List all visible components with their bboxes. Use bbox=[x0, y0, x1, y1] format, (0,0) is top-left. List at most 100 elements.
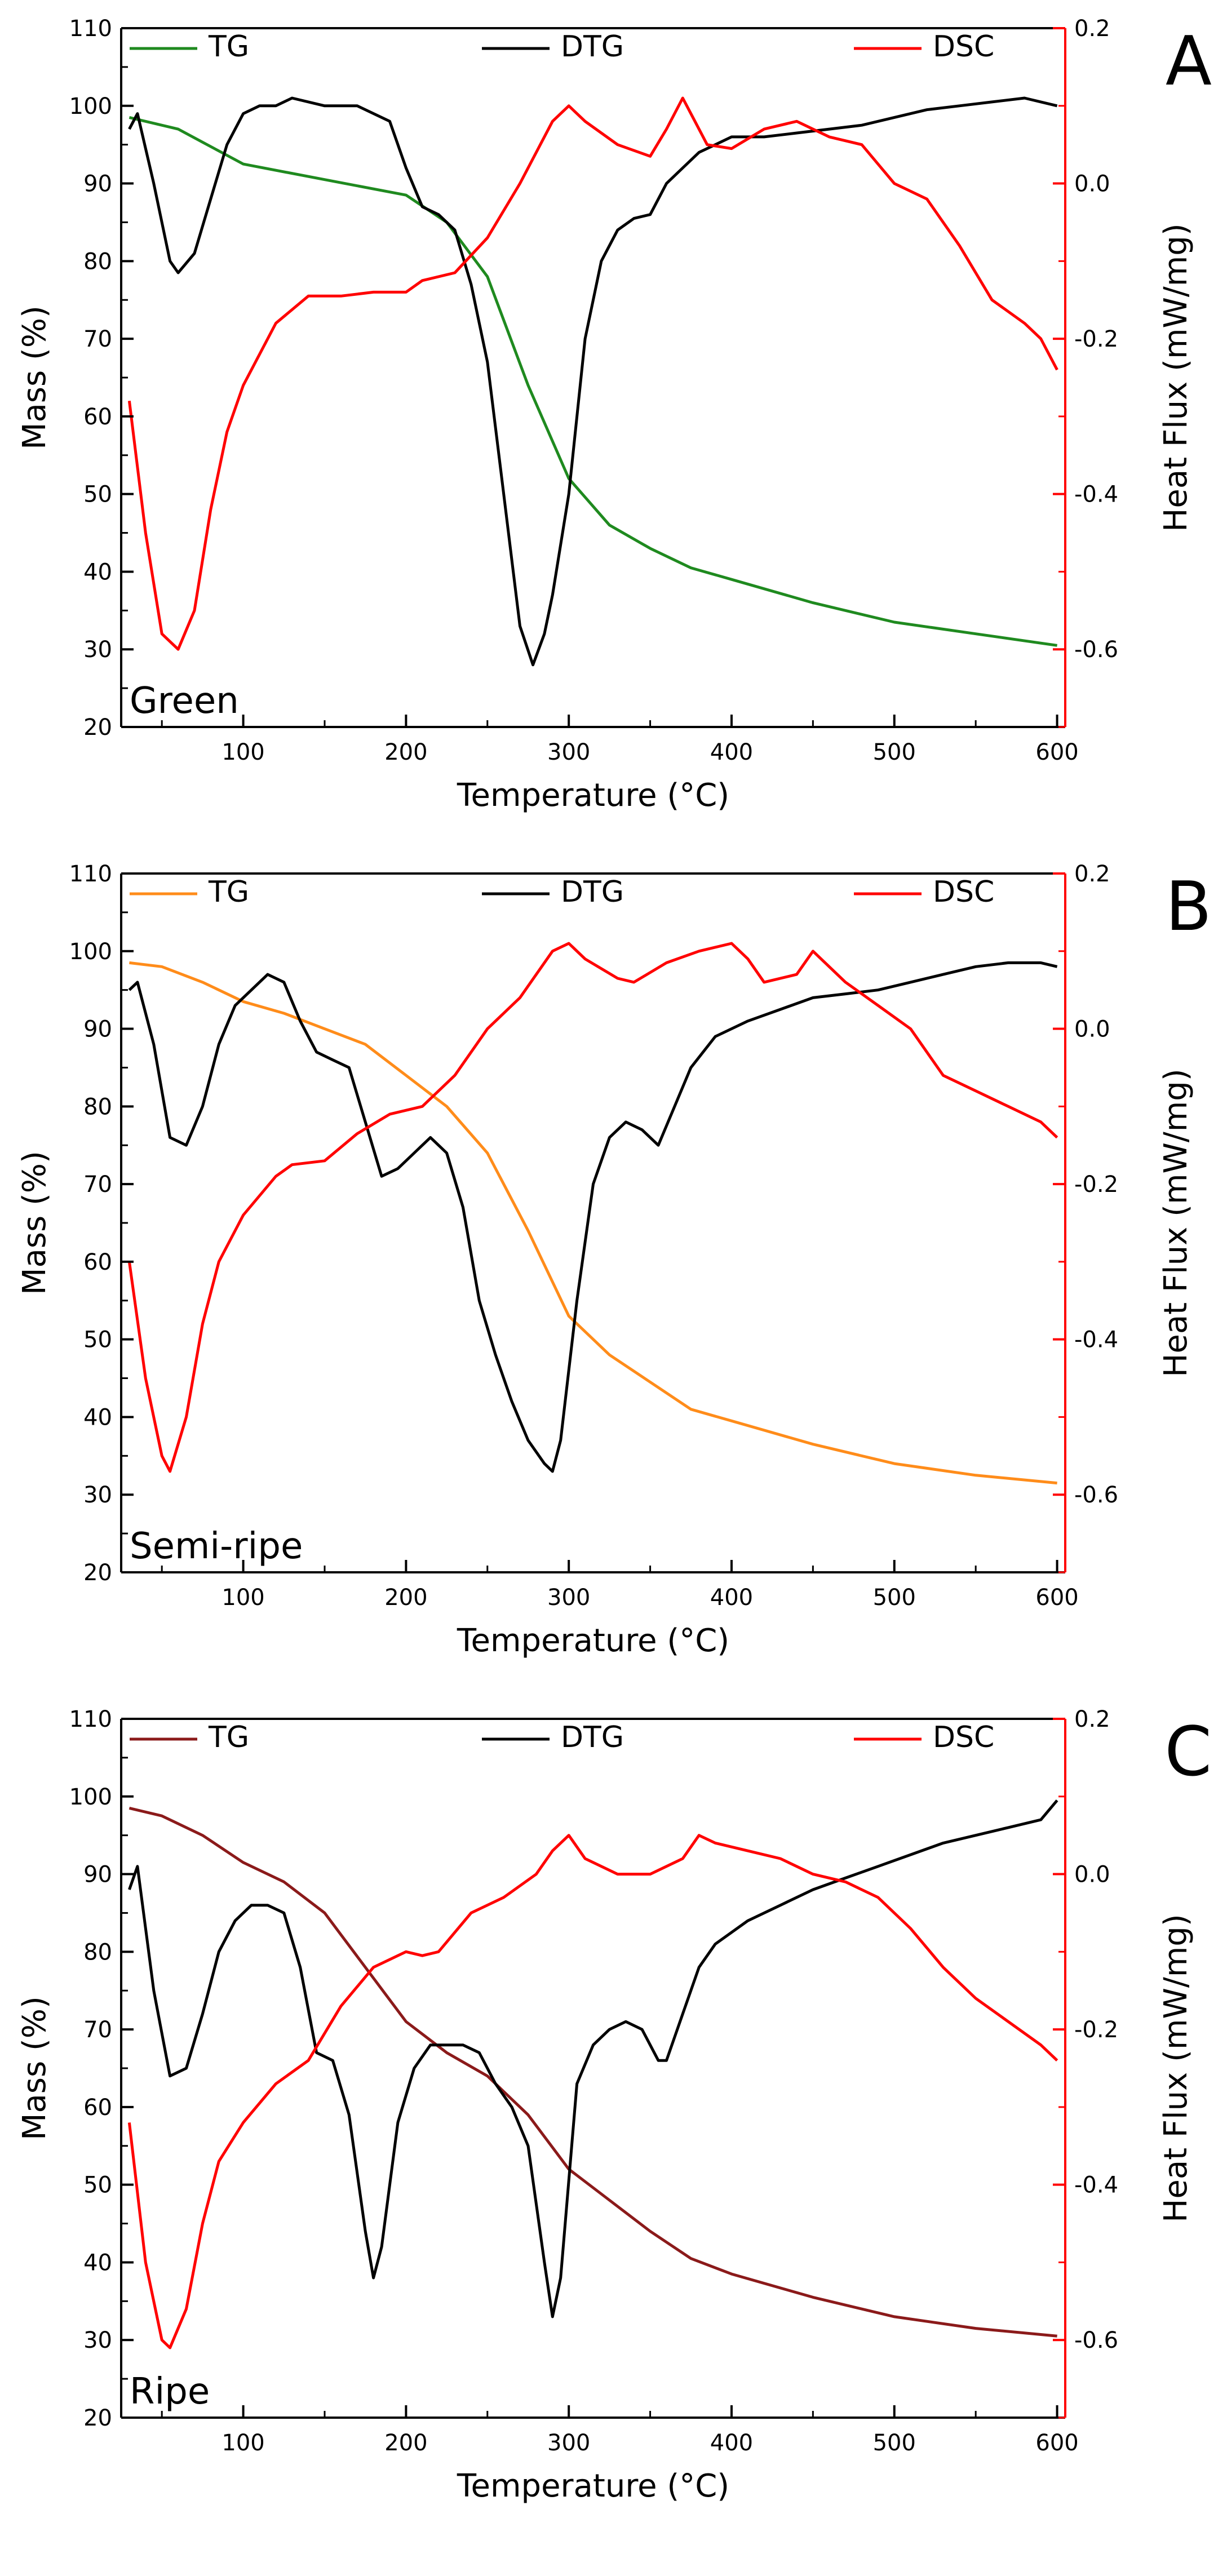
panel-annotation: Green bbox=[130, 680, 239, 722]
y-tick-label: 110 bbox=[69, 861, 112, 887]
series-dtg-line-b bbox=[128, 961, 1058, 1473]
panel-letter: B bbox=[1166, 868, 1212, 946]
y2-axis-title: Heat Flux (mW/mg) bbox=[1158, 1914, 1194, 2222]
x-tick-label: 300 bbox=[547, 739, 590, 765]
y-tick-label: 90 bbox=[83, 1862, 112, 1888]
series-tg-line-a bbox=[129, 116, 1057, 647]
y-tick-label: 40 bbox=[83, 2250, 112, 2276]
y-tick-label: 80 bbox=[83, 1939, 112, 1965]
panel-c: 100 200 300 400 500 600 20 30 40 50 60 70 80 90 100 110… bbox=[16, 1706, 1212, 2504]
y-tick-label: 20 bbox=[83, 1560, 112, 1586]
x-axis-title: Temperature (°C) bbox=[457, 1622, 729, 1659]
x-tick-label: 500 bbox=[873, 739, 916, 765]
y2-tick-label: -0.6 bbox=[1074, 1482, 1118, 1508]
y-tick-label: 60 bbox=[83, 1249, 112, 1275]
x-tick-label: 100 bbox=[222, 739, 264, 765]
y-tick-label: 40 bbox=[83, 559, 112, 585]
y-axis-title: Mass (%) bbox=[16, 1151, 53, 1295]
x-axis-title: Temperature (°C) bbox=[457, 2468, 729, 2504]
y2-tick-label: -0.2 bbox=[1074, 2017, 1118, 2043]
y2-tick-label: -0.4 bbox=[1074, 1327, 1118, 1353]
y-axis-title: Mass (%) bbox=[16, 305, 53, 450]
y-tick-label: 60 bbox=[83, 2095, 112, 2121]
y-tick-label: 50 bbox=[83, 2172, 112, 2198]
y-tick-label: 50 bbox=[83, 1327, 112, 1353]
series-dtg-line-c bbox=[128, 1799, 1058, 2318]
legend-label-dtg: DTG bbox=[561, 1721, 624, 1754]
y-tick-label: 110 bbox=[69, 1706, 112, 1732]
x-tick-label: 400 bbox=[710, 739, 753, 765]
legend-label-dsc: DSC bbox=[933, 30, 994, 64]
y2-tick-label: -0.6 bbox=[1074, 2327, 1118, 2353]
y-tick-label: 100 bbox=[69, 94, 112, 119]
y2-tick-label: 0.2 bbox=[1074, 16, 1110, 42]
y-tick-label: 40 bbox=[83, 1404, 112, 1430]
legend-label-dtg: DTG bbox=[561, 875, 624, 909]
x-axis-title: Temperature (°C) bbox=[457, 777, 729, 814]
y2-tick-label: -0.4 bbox=[1074, 482, 1118, 508]
y-tick-label: 30 bbox=[83, 1482, 112, 1508]
y2-axis-title: Heat Flux (mW/mg) bbox=[1158, 223, 1194, 531]
legend-label-dsc: DSC bbox=[933, 875, 994, 909]
y-tick-label: 80 bbox=[83, 249, 112, 274]
legend-label-tg: TG bbox=[208, 875, 249, 909]
series-tg-line-c bbox=[129, 1806, 1057, 2338]
legend-label-dtg: DTG bbox=[561, 30, 624, 64]
x-tick-label: 300 bbox=[547, 2430, 590, 2456]
y-tick-label: 70 bbox=[83, 326, 112, 352]
series-dsc-line-b bbox=[127, 942, 1058, 1473]
x-tick-label: 600 bbox=[1035, 739, 1078, 765]
panel-annotation: Ripe bbox=[130, 2371, 210, 2413]
x-tick-label: 200 bbox=[384, 2430, 427, 2456]
panel-annotation: Semi-ripe bbox=[130, 1526, 303, 1567]
legend-label-tg: TG bbox=[208, 1721, 249, 1754]
x-tick-label: 400 bbox=[710, 1585, 753, 1611]
series-dtg-line-a bbox=[128, 96, 1058, 667]
legend-label-tg: TG bbox=[208, 30, 249, 64]
series-tg-line-b bbox=[129, 961, 1057, 1485]
y2-tick-label: 0.0 bbox=[1074, 1862, 1110, 1888]
y-tick-label: 20 bbox=[83, 715, 112, 741]
x-tick-label: 100 bbox=[222, 1585, 264, 1611]
y-tick-label: 90 bbox=[83, 171, 112, 197]
y2-tick-label: 0.0 bbox=[1074, 1017, 1110, 1043]
y2-tick-label: -0.4 bbox=[1074, 2172, 1118, 2198]
y-tick-label: 80 bbox=[83, 1094, 112, 1120]
y-tick-label: 30 bbox=[83, 2327, 112, 2353]
y-tick-label: 110 bbox=[69, 16, 112, 42]
y-tick-label: 30 bbox=[83, 637, 112, 663]
series-dsc-line-a bbox=[127, 96, 1058, 651]
x-tick-label: 600 bbox=[1035, 1585, 1078, 1611]
y-axis-title: Mass (%) bbox=[16, 1996, 53, 2140]
y-tick-label: 70 bbox=[83, 1172, 112, 1198]
y2-tick-label: 0.2 bbox=[1074, 861, 1110, 887]
x-tick-label: 600 bbox=[1035, 2430, 1078, 2456]
y2-tick-label: -0.6 bbox=[1074, 637, 1118, 663]
y2-axis-title: Heat Flux (mW/mg) bbox=[1158, 1068, 1194, 1377]
panel-letter: C bbox=[1164, 1713, 1212, 1792]
x-tick-label: 500 bbox=[873, 1585, 916, 1611]
y-tick-label: 50 bbox=[83, 482, 112, 508]
x-tick-label: 200 bbox=[384, 1585, 427, 1611]
x-tick-label: 400 bbox=[710, 2430, 753, 2456]
y2-tick-label: 0.2 bbox=[1074, 1706, 1110, 1732]
y-tick-label: 70 bbox=[83, 2017, 112, 2043]
series-dsc-line-c bbox=[127, 1834, 1058, 2349]
x-tick-label: 500 bbox=[873, 2430, 916, 2456]
panel-b: 100 200 300 400 500 600 20 30 40 50 60 70 80 90 100 110… bbox=[16, 861, 1212, 1659]
x-tick-label: 200 bbox=[384, 739, 427, 765]
x-tick-label: 100 bbox=[222, 2430, 264, 2456]
y2-tick-label: 0.0 bbox=[1074, 171, 1110, 197]
legend-label-dsc: DSC bbox=[933, 1721, 994, 1754]
y-tick-label: 20 bbox=[83, 2405, 112, 2431]
y-tick-label: 100 bbox=[69, 1784, 112, 1810]
y-tick-label: 60 bbox=[83, 404, 112, 430]
y2-tick-label: -0.2 bbox=[1074, 326, 1118, 352]
y-tick-label: 100 bbox=[69, 939, 112, 965]
y2-tick-label: -0.2 bbox=[1074, 1172, 1118, 1198]
x-tick-label: 300 bbox=[547, 1585, 590, 1611]
panel-letter: A bbox=[1166, 23, 1212, 101]
y-tick-label: 90 bbox=[83, 1017, 112, 1043]
panel-a: 100 200 300 400 500 600 20 30 40 50 60 70 80 90 100 110… bbox=[16, 16, 1212, 814]
